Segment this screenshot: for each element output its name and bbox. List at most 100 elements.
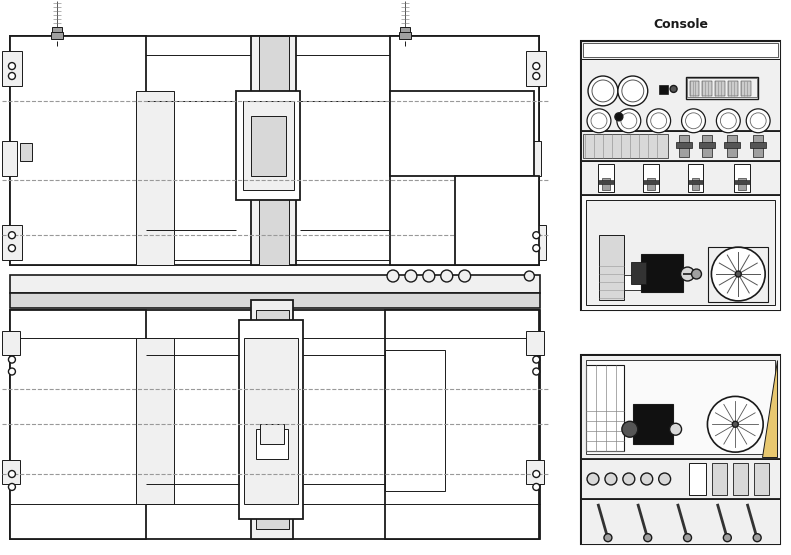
Circle shape	[587, 473, 599, 485]
Circle shape	[670, 85, 677, 93]
Bar	[51, 27, 62, 33]
Bar	[2, 140, 17, 175]
Circle shape	[9, 232, 15, 239]
Circle shape	[9, 356, 15, 363]
Bar	[581, 41, 780, 310]
Bar	[10, 275, 540, 293]
Bar	[517, 143, 529, 160]
Circle shape	[670, 423, 682, 435]
Bar	[526, 331, 544, 355]
Bar	[10, 36, 539, 265]
Bar	[251, 300, 293, 539]
Circle shape	[651, 113, 667, 129]
Circle shape	[621, 113, 637, 129]
Circle shape	[588, 76, 618, 106]
Bar	[687, 78, 757, 97]
Circle shape	[682, 109, 706, 133]
Bar	[581, 499, 780, 544]
Bar	[691, 179, 699, 190]
Bar	[633, 405, 672, 444]
Bar	[2, 51, 22, 86]
Bar	[647, 179, 655, 190]
Circle shape	[9, 63, 15, 69]
Bar	[10, 310, 540, 539]
Circle shape	[604, 534, 612, 542]
Circle shape	[617, 109, 641, 133]
Bar	[599, 235, 624, 300]
Bar	[602, 179, 610, 190]
Circle shape	[405, 270, 417, 282]
Bar	[581, 160, 780, 195]
Bar	[136, 337, 174, 504]
Bar	[51, 32, 62, 39]
Bar	[687, 180, 703, 184]
Bar	[733, 463, 748, 495]
Bar	[713, 463, 728, 495]
Circle shape	[644, 534, 652, 542]
Bar	[526, 140, 541, 175]
Circle shape	[9, 368, 15, 375]
Bar	[581, 195, 780, 310]
Bar	[390, 91, 534, 175]
Circle shape	[423, 270, 435, 282]
Bar	[526, 51, 547, 86]
Circle shape	[623, 473, 635, 485]
Bar	[236, 91, 301, 200]
Circle shape	[605, 473, 617, 485]
Bar	[729, 81, 738, 96]
Bar	[753, 135, 763, 157]
Circle shape	[9, 73, 15, 79]
Bar	[725, 142, 740, 148]
Circle shape	[686, 113, 702, 129]
Bar	[598, 164, 614, 193]
Circle shape	[592, 80, 614, 102]
Circle shape	[9, 483, 15, 491]
Circle shape	[533, 63, 539, 69]
Bar	[390, 36, 539, 265]
Bar	[10, 293, 540, 308]
Bar	[136, 91, 174, 265]
Bar	[251, 36, 296, 265]
Circle shape	[659, 473, 671, 485]
Bar	[630, 262, 645, 284]
Bar	[259, 36, 289, 265]
Circle shape	[732, 421, 738, 427]
Bar	[2, 331, 20, 355]
Bar	[583, 43, 778, 57]
Bar	[659, 85, 668, 94]
Bar	[586, 200, 775, 305]
Circle shape	[680, 267, 694, 281]
Circle shape	[746, 109, 770, 133]
Bar	[581, 131, 780, 160]
Circle shape	[533, 245, 539, 251]
Bar	[598, 180, 614, 184]
Circle shape	[533, 368, 539, 375]
Circle shape	[691, 269, 702, 279]
Bar	[10, 36, 146, 265]
Bar	[239, 320, 304, 519]
Bar	[243, 101, 293, 190]
Bar	[586, 365, 624, 451]
Bar	[750, 142, 766, 148]
Bar	[728, 135, 737, 157]
Bar	[10, 310, 146, 539]
Bar	[754, 463, 769, 495]
Bar	[702, 81, 713, 96]
Bar	[586, 360, 775, 454]
Circle shape	[753, 534, 761, 542]
Bar	[690, 81, 699, 96]
Bar	[738, 179, 746, 190]
Bar	[688, 463, 706, 495]
Circle shape	[533, 232, 539, 239]
Bar	[20, 143, 32, 160]
Bar	[455, 175, 539, 265]
Circle shape	[711, 247, 765, 301]
Polygon shape	[763, 360, 777, 457]
Bar	[581, 355, 780, 459]
Bar	[581, 355, 780, 544]
Circle shape	[736, 271, 741, 277]
Circle shape	[459, 270, 471, 282]
Bar	[741, 81, 751, 96]
Bar	[244, 337, 298, 504]
Bar	[687, 164, 703, 193]
